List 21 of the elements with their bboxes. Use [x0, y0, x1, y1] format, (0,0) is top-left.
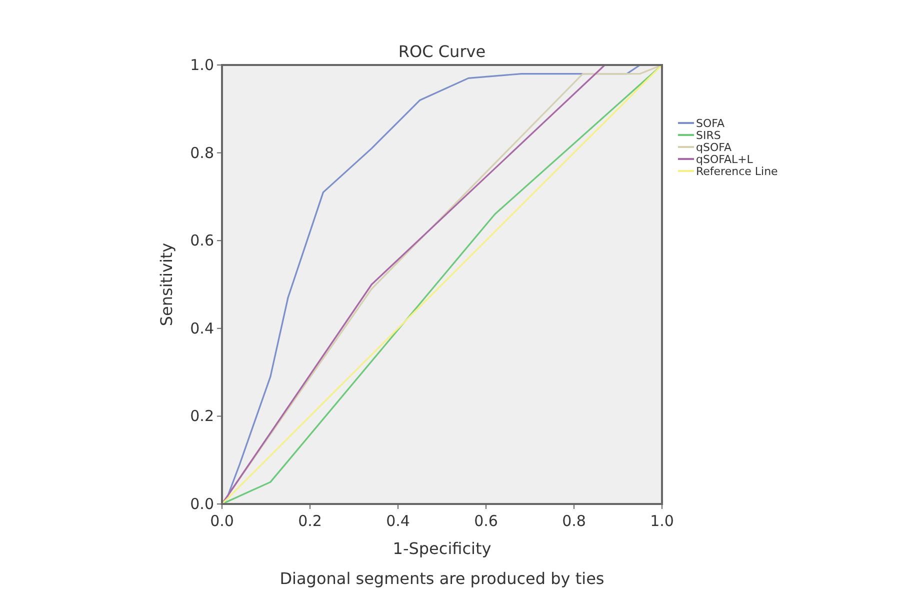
y-axis-title: Sensitivity [157, 242, 176, 326]
x-axis-title: 1-Specificity [392, 539, 492, 558]
legend-label: qSOFA [696, 141, 732, 154]
y-tick-label: 0.4 [190, 319, 214, 338]
legend-label: Reference Line [696, 165, 778, 178]
y-tick-label: 0.6 [190, 232, 214, 250]
legend-label: SOFA [696, 117, 725, 130]
text: Diagonal segments are produced by ties [280, 569, 604, 588]
chart-title: ROC Curve [398, 42, 486, 61]
y-tick-label: 0.0 [190, 495, 214, 513]
x-tick-label: 1.0 [650, 512, 674, 530]
y-tick-label: 0.2 [190, 407, 214, 426]
x-tick-label: 0.2 [298, 512, 322, 530]
x-tick-label: 0.4 [386, 512, 410, 530]
legend-label: qSOFAL+L [696, 153, 754, 166]
legend-label: SIRS [696, 129, 721, 142]
y-tick-label: 1.0 [190, 56, 214, 74]
x-tick-label: 0.6 [474, 512, 498, 530]
x-tick-label: 0.0 [210, 512, 234, 530]
y-tick-label: 0.8 [190, 144, 214, 162]
x-tick-label: 0.8 [562, 512, 586, 530]
